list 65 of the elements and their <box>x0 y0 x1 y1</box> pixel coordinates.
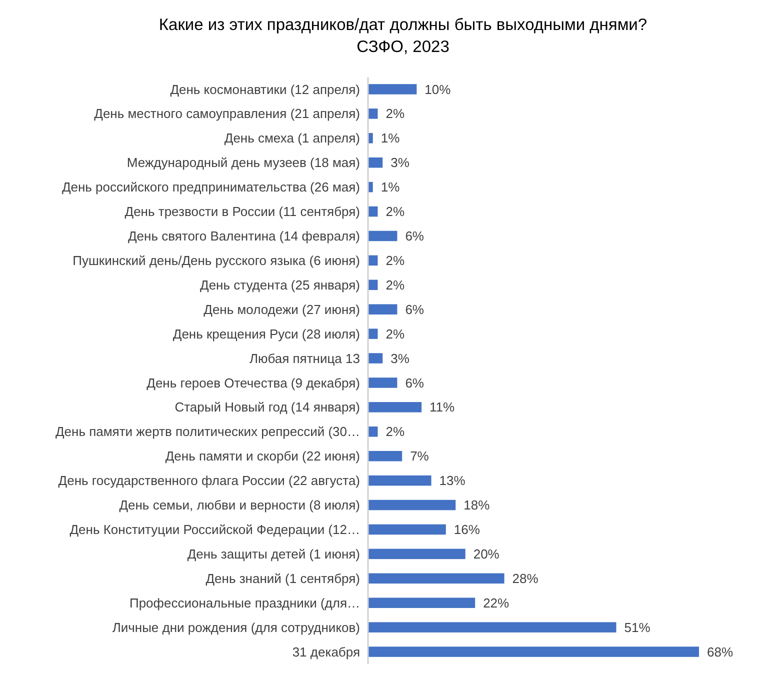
data-label: 3% <box>390 155 410 170</box>
bar <box>368 500 456 510</box>
bar <box>368 378 398 388</box>
y-tick-label: День героев Отечества (9 декабря) <box>146 375 360 390</box>
data-label: 6% <box>405 375 424 390</box>
y-tick-label: День знаний (1 сентября) <box>206 570 360 586</box>
y-tick-label: День святого Валентина (14 февраля) <box>128 228 360 244</box>
data-label: 2% <box>386 252 405 268</box>
y-tick-label: День российского предпринимательства (26 мая) <box>62 180 360 195</box>
bar <box>368 450 402 462</box>
data-label: 16% <box>454 522 480 538</box>
y-tick-label: Любая пятница 13 <box>249 350 360 366</box>
bar <box>368 598 476 608</box>
data-label: 1% <box>380 180 400 195</box>
data-label: 2% <box>386 277 405 292</box>
data-label: 3% <box>390 350 410 366</box>
data-label: 2% <box>386 204 405 220</box>
y-tick-label: День смеха (1 апреля) <box>224 130 360 146</box>
data-label: 10% <box>424 82 452 97</box>
bar <box>368 646 699 657</box>
y-tick-label: День защиты детей (1 июня) <box>187 546 360 562</box>
data-label: 20% <box>473 546 500 562</box>
y-tick-label: Профессиональные праздники (для… <box>129 595 360 610</box>
bar <box>368 157 383 168</box>
bar <box>368 230 398 242</box>
bar <box>368 402 422 412</box>
y-tick-label: День государственного флага России (22 августа) <box>58 473 360 488</box>
data-label: 28% <box>512 570 539 586</box>
bar <box>368 548 466 560</box>
y-tick-label: День студента (25 января) <box>200 277 360 292</box>
data-label: 6% <box>405 228 424 244</box>
y-tick-label: Пушкинский день/День русского языка (6 июня) <box>72 252 360 268</box>
data-label: 1% <box>380 130 400 146</box>
data-label: 68% <box>707 644 734 660</box>
data-label: 2% <box>386 424 405 440</box>
y-tick-label: День космонавтики (12 апреля) <box>170 82 360 97</box>
y-tick-label: День памяти и скорби (22 июня) <box>165 448 360 464</box>
bar <box>368 304 398 314</box>
bar <box>368 84 417 94</box>
data-label: 13% <box>439 473 466 488</box>
y-tick-label: Личные дни рождения (для сотрудников) <box>112 620 360 635</box>
data-label: 7% <box>410 448 430 464</box>
bar <box>368 353 383 364</box>
bar <box>368 573 504 584</box>
data-label: 18% <box>464 498 490 513</box>
y-tick-label: День семьи, любви и верности (8 июля) <box>119 498 360 513</box>
bar <box>368 475 432 486</box>
data-label: 2% <box>386 106 405 122</box>
y-tick-label: День местного самоуправления (21 апреля) <box>94 106 360 122</box>
y-tick-label: Международный день музеев (18 мая) <box>126 155 360 170</box>
data-label: 51% <box>624 620 651 635</box>
bar <box>368 622 616 632</box>
chart-title: Какие из этих праздников/дат должны быть выходными днями? СЗФО, 2023 <box>158 16 648 56</box>
bar <box>368 524 446 535</box>
data-label: 22% <box>483 595 510 610</box>
data-label: 11% <box>430 400 456 415</box>
y-tick-label: Старый Новый год (14 января) <box>174 400 360 415</box>
y-tick-label: День памяти жертв политических репрессий (30… <box>55 424 360 440</box>
y-tick-label: 31 декабря <box>292 644 360 660</box>
y-tick-label: День крещения Руси (28 июля) <box>172 326 360 342</box>
y-tick-label: День трезвости в России (11 сентября) <box>124 204 360 220</box>
y-tick-label: День Конституции Российской Федерации (12… <box>70 522 360 538</box>
y-tick-label: День молодежи (27 июня) <box>204 302 360 317</box>
data-label: 6% <box>405 302 424 317</box>
data-label: 2% <box>386 326 405 342</box>
